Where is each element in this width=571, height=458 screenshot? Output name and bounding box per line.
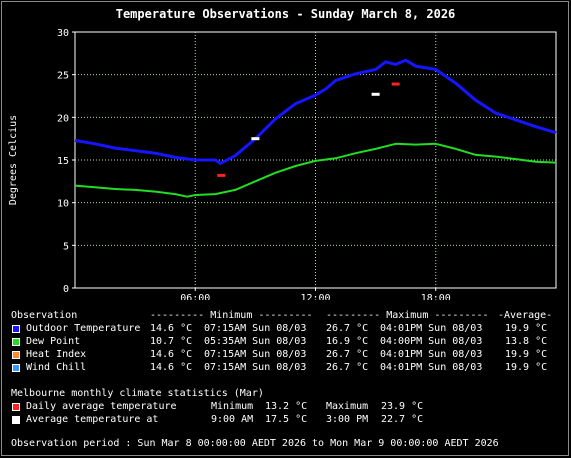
legend-max-val: 26.7 °C [326,323,369,334]
y-tick-label: 10 [57,199,69,210]
y-tick-label: 0 [63,284,69,295]
x-tick-label: 12:00 [300,293,330,300]
legend-min-val: 14.6 °C [150,323,193,334]
climate-markers [217,82,400,177]
legend-header-observation: Observation [11,310,78,321]
legend-name: Wind Chill [26,362,87,373]
y-tick-label: 30 [57,28,69,39]
x-tick-labels: 06:00 12:00 18:00 [180,288,451,300]
climate-daily-min-value: 13.2 °C [265,401,308,412]
legend-min-val: 14.6 °C [150,349,193,360]
page-title: Temperature Observations - Sunday March … [115,7,456,21]
x-tick-label: 06:00 [180,293,210,300]
y-tick-label: 15 [57,156,69,167]
legend-swatch [12,325,20,333]
y-axis-label: Degrees Celcius [8,115,19,205]
legend-name: Outdoor Temperature [26,323,141,334]
climate-marker [371,92,380,96]
y-tick-label: 25 [57,71,69,82]
climate-avgat-value2: 22.7 °C [381,414,424,425]
legend-avg: 19.9 °C [505,349,548,360]
y-tick-label: 20 [57,113,69,124]
climate-daily-max-value: 23.9 °C [381,401,424,412]
climate-avgat-swatch [12,416,20,424]
climate-avgat-time2: 3:00 PM [326,414,369,425]
climate-avgat-value1: 17.5 °C [265,414,308,425]
legend-max-time: 04:01PM Sun 08/03 [380,323,483,334]
climate-marker [251,137,260,141]
observation-period: Observation period : Sun Mar 8 00:00:00 … [11,438,499,449]
climate-avgat-time1: 9:00 AM [211,414,254,425]
legend-max-time: 04:01PM Sun 08/03 [380,362,483,373]
climate-daily-swatch [12,403,20,411]
climate-daily-max-label: Maximum [326,401,369,412]
climate-avgat-label: Average temperature at [26,414,159,425]
legend-max-val: 26.7 °C [326,362,369,373]
legend-min-time: 05:35AM Sun 08/03 [204,336,307,347]
climate-heading: Melbourne monthly climate statistics (Ma… [11,388,264,399]
climate-daily-min-label: Minimum [211,401,254,412]
legend-min-val: 14.6 °C [150,362,193,373]
legend-name: Heat Index [26,349,87,360]
legend-name: Dew Point [26,336,81,347]
climate-marker [391,82,400,86]
legend-min-val: 10.7 °C [150,336,193,347]
y-tick-labels: 0 5 10 15 20 25 30 [57,28,75,295]
legend-swatch [12,364,20,372]
legend-min-time: 07:15AM Sun 08/03 [204,349,307,360]
legend-header-maximum: --------- Maximum --------- [326,310,489,321]
legend-swatch [12,351,20,359]
legend-swatch [12,338,20,346]
climate-marker [217,173,226,177]
climate-daily-label: Daily average temperature [26,401,177,412]
legend-max-time: 04:01PM Sun 08/03 [380,349,483,360]
x-tick-label: 18:00 [421,293,451,300]
legend-avg: 19.9 °C [505,323,548,334]
temperature-chart: 0 5 10 15 20 25 30 06:00 12:00 18:00 Degrees Cel… [8,28,557,300]
series-lines [74,58,557,198]
legend-min-time: 07:15AM Sun 08/03 [204,362,307,373]
series-line-dew-point [74,142,557,198]
legend-max-val: 26.7 °C [326,349,369,360]
series-line-outdoor-temperature [74,58,557,165]
legend-min-time: 07:15AM Sun 08/03 [204,323,307,334]
legend-header-average: -Average- [498,310,553,321]
legend-avg: 19.9 °C [505,362,548,373]
legend-avg: 13.8 °C [505,336,548,347]
legend-max-val: 16.9 °C [326,336,369,347]
legend-max-time: 04:00PM Sun 08/03 [380,336,483,347]
y-tick-label: 5 [63,241,69,252]
legend-header-minimum: --------- Minimum --------- [150,310,313,321]
